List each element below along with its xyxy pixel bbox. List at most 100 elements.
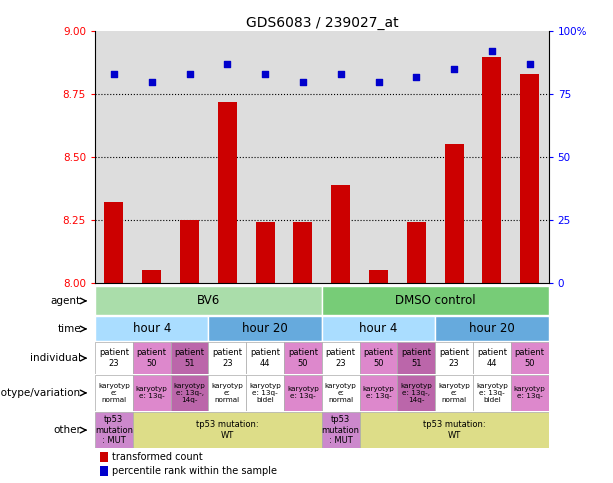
- Bar: [435, 375, 473, 411]
- Text: karyotyp
e:
normal: karyotyp e: normal: [211, 383, 243, 403]
- Point: [411, 73, 421, 81]
- Text: patient
51: patient 51: [402, 348, 432, 368]
- Title: GDS6083 / 239027_at: GDS6083 / 239027_at: [246, 16, 398, 30]
- Text: BV6: BV6: [197, 295, 220, 307]
- Text: karyotyp
e: 13q-,
14q-: karyotyp e: 13q-, 14q-: [400, 383, 432, 403]
- Point: [525, 60, 535, 68]
- Bar: [322, 286, 549, 315]
- Point: [336, 70, 346, 78]
- Text: karyotyp
e:
normal: karyotyp e: normal: [325, 383, 357, 403]
- Text: patient
50: patient 50: [137, 348, 167, 368]
- Text: patient
51: patient 51: [175, 348, 205, 368]
- Bar: [511, 342, 549, 374]
- Point: [185, 70, 194, 78]
- Point: [260, 70, 270, 78]
- Point: [223, 60, 232, 68]
- Text: tp53 mutation:
WT: tp53 mutation: WT: [423, 420, 485, 440]
- Bar: [360, 412, 549, 448]
- Bar: [284, 31, 322, 283]
- Bar: [322, 31, 360, 283]
- Bar: [142, 270, 161, 283]
- Bar: [208, 342, 246, 374]
- Text: hour 20: hour 20: [469, 323, 515, 335]
- Bar: [99, 452, 108, 462]
- Bar: [246, 375, 284, 411]
- Text: patient
23: patient 23: [439, 348, 469, 368]
- Text: hour 20: hour 20: [242, 323, 288, 335]
- Point: [373, 78, 384, 85]
- Bar: [360, 342, 397, 374]
- Bar: [95, 412, 133, 448]
- Bar: [435, 31, 473, 283]
- Text: patient
23: patient 23: [212, 348, 242, 368]
- Text: karyotyp
e:
normal: karyotyp e: normal: [98, 383, 130, 403]
- Bar: [170, 342, 208, 374]
- Bar: [435, 316, 549, 341]
- Text: patient
44: patient 44: [250, 348, 280, 368]
- Bar: [246, 31, 284, 283]
- Bar: [95, 316, 208, 341]
- Bar: [170, 375, 208, 411]
- Bar: [360, 375, 397, 411]
- Bar: [444, 144, 463, 283]
- Text: patient
23: patient 23: [99, 348, 129, 368]
- Text: agent: agent: [51, 296, 81, 306]
- Bar: [520, 74, 539, 283]
- Bar: [369, 270, 388, 283]
- Point: [298, 78, 308, 85]
- Bar: [473, 31, 511, 283]
- Text: hour 4: hour 4: [359, 323, 398, 335]
- Bar: [473, 342, 511, 374]
- Text: hour 4: hour 4: [132, 323, 171, 335]
- Text: karyotyp
e: 13q-: karyotyp e: 13q-: [363, 386, 394, 399]
- Text: transformed count: transformed count: [112, 452, 203, 462]
- Bar: [284, 375, 322, 411]
- Bar: [322, 316, 435, 341]
- Bar: [397, 31, 435, 283]
- Text: karyotyp
e: 13q-
bidel: karyotyp e: 13q- bidel: [249, 383, 281, 403]
- Bar: [218, 102, 237, 283]
- Bar: [246, 342, 284, 374]
- Bar: [322, 375, 360, 411]
- Bar: [133, 31, 170, 283]
- Text: individual: individual: [30, 353, 81, 363]
- Text: patient
50: patient 50: [288, 348, 318, 368]
- Bar: [331, 185, 350, 283]
- Text: patient
50: patient 50: [364, 348, 394, 368]
- Text: karyotyp
e: 13q-: karyotyp e: 13q-: [287, 386, 319, 399]
- Bar: [208, 316, 322, 341]
- Text: karyotyp
e: 13q-,
14q-: karyotyp e: 13q-, 14q-: [173, 383, 205, 403]
- Bar: [397, 342, 435, 374]
- Bar: [322, 412, 360, 448]
- Bar: [95, 375, 133, 411]
- Text: time: time: [57, 324, 81, 334]
- Text: karyotyp
e: 13q-: karyotyp e: 13q-: [136, 386, 167, 399]
- Text: percentile rank within the sample: percentile rank within the sample: [112, 466, 277, 476]
- Bar: [407, 222, 426, 283]
- Point: [109, 70, 119, 78]
- Bar: [133, 342, 170, 374]
- Text: tp53
mutation
: MUT: tp53 mutation : MUT: [95, 415, 133, 445]
- Bar: [170, 31, 208, 283]
- Bar: [284, 342, 322, 374]
- Bar: [99, 466, 108, 476]
- Text: DMSO control: DMSO control: [395, 295, 476, 307]
- Bar: [511, 375, 549, 411]
- Bar: [435, 342, 473, 374]
- Bar: [133, 375, 170, 411]
- Bar: [322, 342, 360, 374]
- Bar: [95, 31, 133, 283]
- Text: tp53 mutation:
WT: tp53 mutation: WT: [196, 420, 259, 440]
- Point: [147, 78, 156, 85]
- Text: other: other: [53, 425, 81, 435]
- Bar: [95, 286, 322, 315]
- Text: patient
44: patient 44: [477, 348, 507, 368]
- Bar: [397, 375, 435, 411]
- Text: karyotyp
e: 13q-: karyotyp e: 13q-: [514, 386, 546, 399]
- Text: karyotyp
e:
normal: karyotyp e: normal: [438, 383, 470, 403]
- Bar: [208, 375, 246, 411]
- Point: [487, 48, 497, 56]
- Bar: [482, 57, 501, 283]
- Bar: [180, 220, 199, 283]
- Bar: [294, 222, 313, 283]
